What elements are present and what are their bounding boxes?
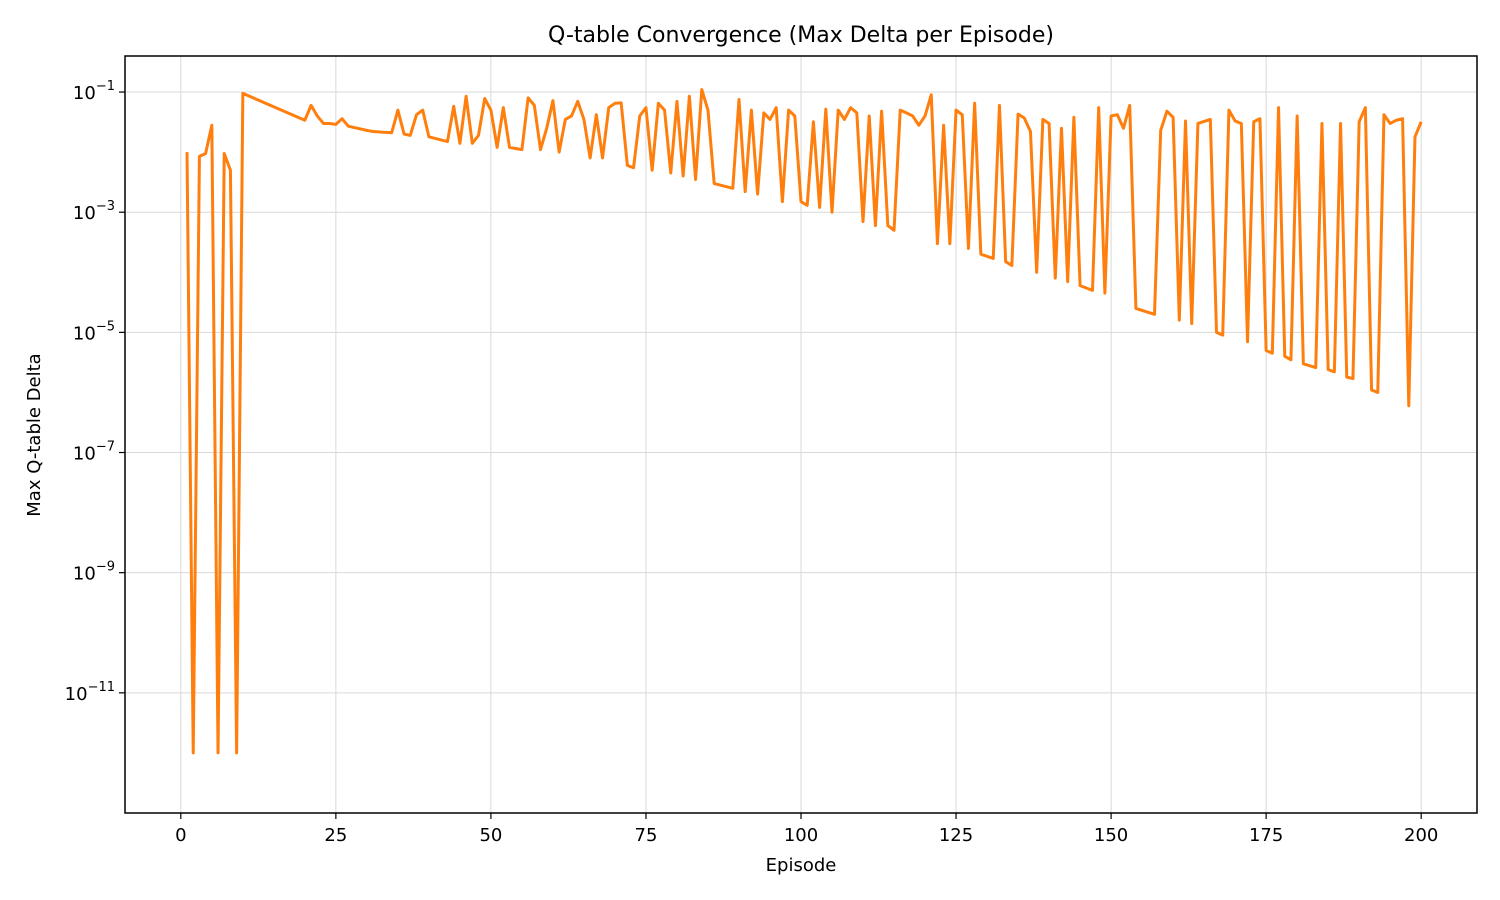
- series-line: [185, 88, 1423, 755]
- x-tick-label: 75: [635, 825, 658, 846]
- y-axis-title: Max Q-table Delta: [24, 353, 45, 516]
- x-tick-label: 0: [175, 825, 186, 846]
- chart-title: Q-table Convergence (Max Delta per Episo…: [548, 23, 1054, 48]
- x-tick-label: 150: [1094, 825, 1128, 846]
- series-layer: [185, 88, 1423, 755]
- x-tick-label: 25: [324, 825, 347, 846]
- x-tick-label: 50: [479, 825, 502, 846]
- x-axis-title: Episode: [766, 855, 837, 876]
- x-tick-label: 125: [939, 825, 973, 846]
- x-axis: 0 25 50 75 100 125 150 175 200: [175, 813, 1438, 846]
- x-tick-label: 100: [784, 825, 818, 846]
- x-tick-label: 175: [1249, 825, 1283, 846]
- x-tick-label: 200: [1404, 825, 1438, 846]
